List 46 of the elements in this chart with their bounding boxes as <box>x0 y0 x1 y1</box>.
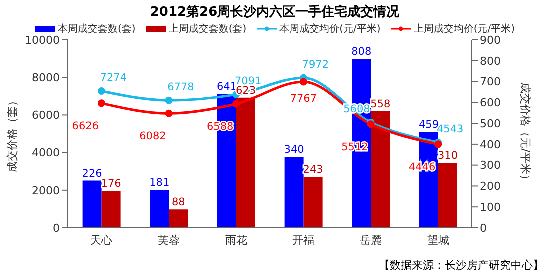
y-tick-label: 10000 <box>25 34 60 47</box>
data-label: 6778 <box>168 82 194 94</box>
data-label: 6626 <box>72 120 100 132</box>
y2-tick-label: 700 <box>480 76 501 89</box>
data-label: 558 <box>370 98 391 110</box>
chart-title: 2012第26周长沙内六区一手住宅成交情况 <box>149 4 401 21</box>
y2-tick-label: 900 <box>480 34 501 47</box>
data-label: 7767 <box>290 92 318 105</box>
y-tick-label: 6000 <box>32 109 60 122</box>
x-tick-label: 天心 <box>90 234 113 247</box>
y2-tick-label: 600 <box>480 96 501 110</box>
y2-tick-label: 200 <box>480 180 501 194</box>
y2-axis-title: 成交价格（元/平米） <box>519 82 532 186</box>
data-label: 310 <box>438 150 458 162</box>
legend-label: 上周成交套数(套) <box>168 22 247 36</box>
y2-tick-label: 400 <box>480 138 501 152</box>
y2-tick-label: 800 <box>480 54 501 68</box>
data-label: 226 <box>82 168 103 180</box>
y-tick-label: 0 <box>53 222 60 235</box>
y-tick-label: 4000 <box>32 146 60 160</box>
data-label: 340 <box>284 144 304 156</box>
data-label: 88 <box>172 196 186 209</box>
data-label: 243 <box>303 164 324 176</box>
data-label: 641 <box>216 81 238 94</box>
y2-tick-label: 500 <box>480 117 501 130</box>
data-label: 7972 <box>302 59 330 72</box>
x-tick-label: 岳麓 <box>360 234 382 247</box>
text: 【数据来源：长沙房产研究中心】 <box>379 258 544 273</box>
x-tick-label: 开福 <box>292 234 315 247</box>
data-label: 176 <box>101 178 122 190</box>
y-axis-title: 成交价格（套） <box>6 96 19 172</box>
x-tick-label: 雨花 <box>225 234 248 247</box>
x-tick-label: 芙蓉 <box>158 234 180 247</box>
y-tick-label: 2000 <box>32 184 60 198</box>
legend-label: 上周成交均价(元/平米) <box>414 22 515 36</box>
data-label: 808 <box>352 46 372 58</box>
data-label: 181 <box>150 177 170 190</box>
legend-label: 本周成交套数(套) <box>58 22 136 36</box>
x-tick-label: 望城 <box>427 234 450 247</box>
legend-label: 本周成交均价(元/平米) <box>280 22 381 36</box>
y-tick-label: 8000 <box>32 72 60 85</box>
data-label: 7274 <box>100 72 128 84</box>
y2-tick-label: 300 <box>480 159 501 172</box>
data-label: 6082 <box>140 130 166 143</box>
y2-tick-label: 0 <box>480 222 487 235</box>
y2-tick-label: 100 <box>480 201 501 214</box>
